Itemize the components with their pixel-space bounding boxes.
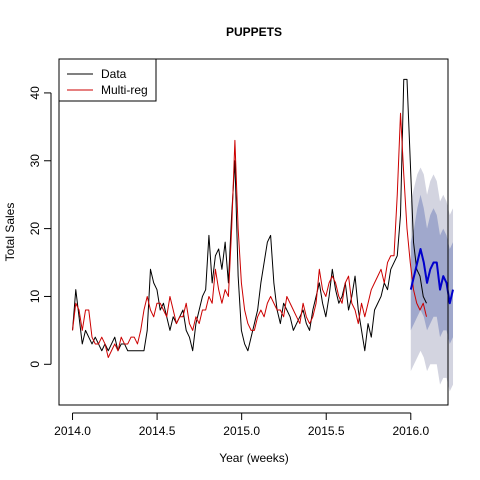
legend-label-data: Data — [101, 67, 127, 81]
x-tick-label: 2015.5 — [308, 424, 345, 438]
y-tick-label: 10 — [28, 289, 42, 303]
legend-box — [58, 58, 157, 102]
x-axis-label: Year (weeks) — [219, 451, 289, 465]
x-tick-label: 2014.0 — [54, 424, 91, 438]
legend: Data Multi-reg — [58, 58, 157, 102]
x-tick-label: 2015.0 — [223, 424, 260, 438]
y-axis-label: Total Sales — [3, 203, 17, 262]
x-axis: 2014.0 2014.5 2015.0 2015.5 2016.0 — [54, 412, 429, 438]
plot-frame — [58, 58, 449, 406]
series-lines — [72, 78, 454, 359]
x-tick-label: 2016.0 — [392, 424, 429, 438]
chart-title: PUPPETS — [226, 25, 282, 39]
y-tick-label: 40 — [28, 86, 42, 100]
legend-label-multi-reg: Multi-reg — [101, 83, 148, 97]
x-tick-label: 2014.5 — [139, 424, 176, 438]
y-axis: 0 10 20 30 40 — [28, 86, 52, 368]
series-line-forecast — [409, 247, 454, 305]
y-tick-label: 0 — [28, 361, 42, 368]
y-tick-label: 30 — [28, 154, 42, 168]
y-tick-label: 20 — [28, 222, 42, 236]
series-line-data — [72, 78, 427, 352]
series-line-multi-reg — [72, 112, 427, 359]
